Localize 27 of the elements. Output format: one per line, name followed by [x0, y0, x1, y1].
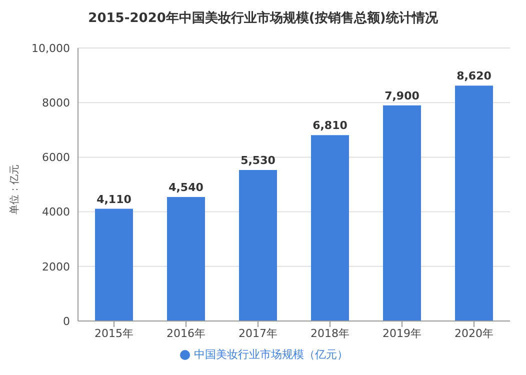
x-tick-label: 2019年 [382, 326, 422, 340]
bar [167, 197, 205, 321]
bar [455, 86, 493, 321]
y-tick-label: 2000 [42, 260, 70, 274]
x-tick-label: 2018年 [310, 326, 350, 340]
bar [239, 170, 277, 321]
bar [311, 135, 349, 321]
legend-label: 中国美妆行业市场规模（亿元） [194, 348, 348, 361]
text: 8,620 [456, 70, 492, 83]
text: 5,530 [240, 154, 276, 168]
y-axis-title: 单位：亿元 [8, 164, 21, 214]
y-tick-label: 4000 [42, 206, 70, 219]
y-tick-label: 8000 [42, 96, 70, 110]
chart-title: 2015-2020年中国美妆行业市场规模(按销售总额)统计情况 [87, 10, 439, 28]
text: 6,810 [312, 119, 348, 132]
text: 4,540 [168, 181, 204, 194]
x-tick-label: 2016年 [166, 326, 206, 340]
x-tick-label: 2020年 [454, 326, 494, 340]
bar [383, 105, 421, 321]
y-tick-label: 0 [63, 314, 70, 328]
text: 4,110 [96, 192, 132, 206]
x-tick-label: 2017年 [238, 326, 278, 340]
text: 7,900 [384, 89, 420, 102]
x-tick-label: 2015年 [94, 326, 134, 340]
y-tick-label: 10,000 [32, 42, 70, 55]
y-tick-label: 6000 [42, 151, 70, 164]
bar [95, 208, 133, 321]
